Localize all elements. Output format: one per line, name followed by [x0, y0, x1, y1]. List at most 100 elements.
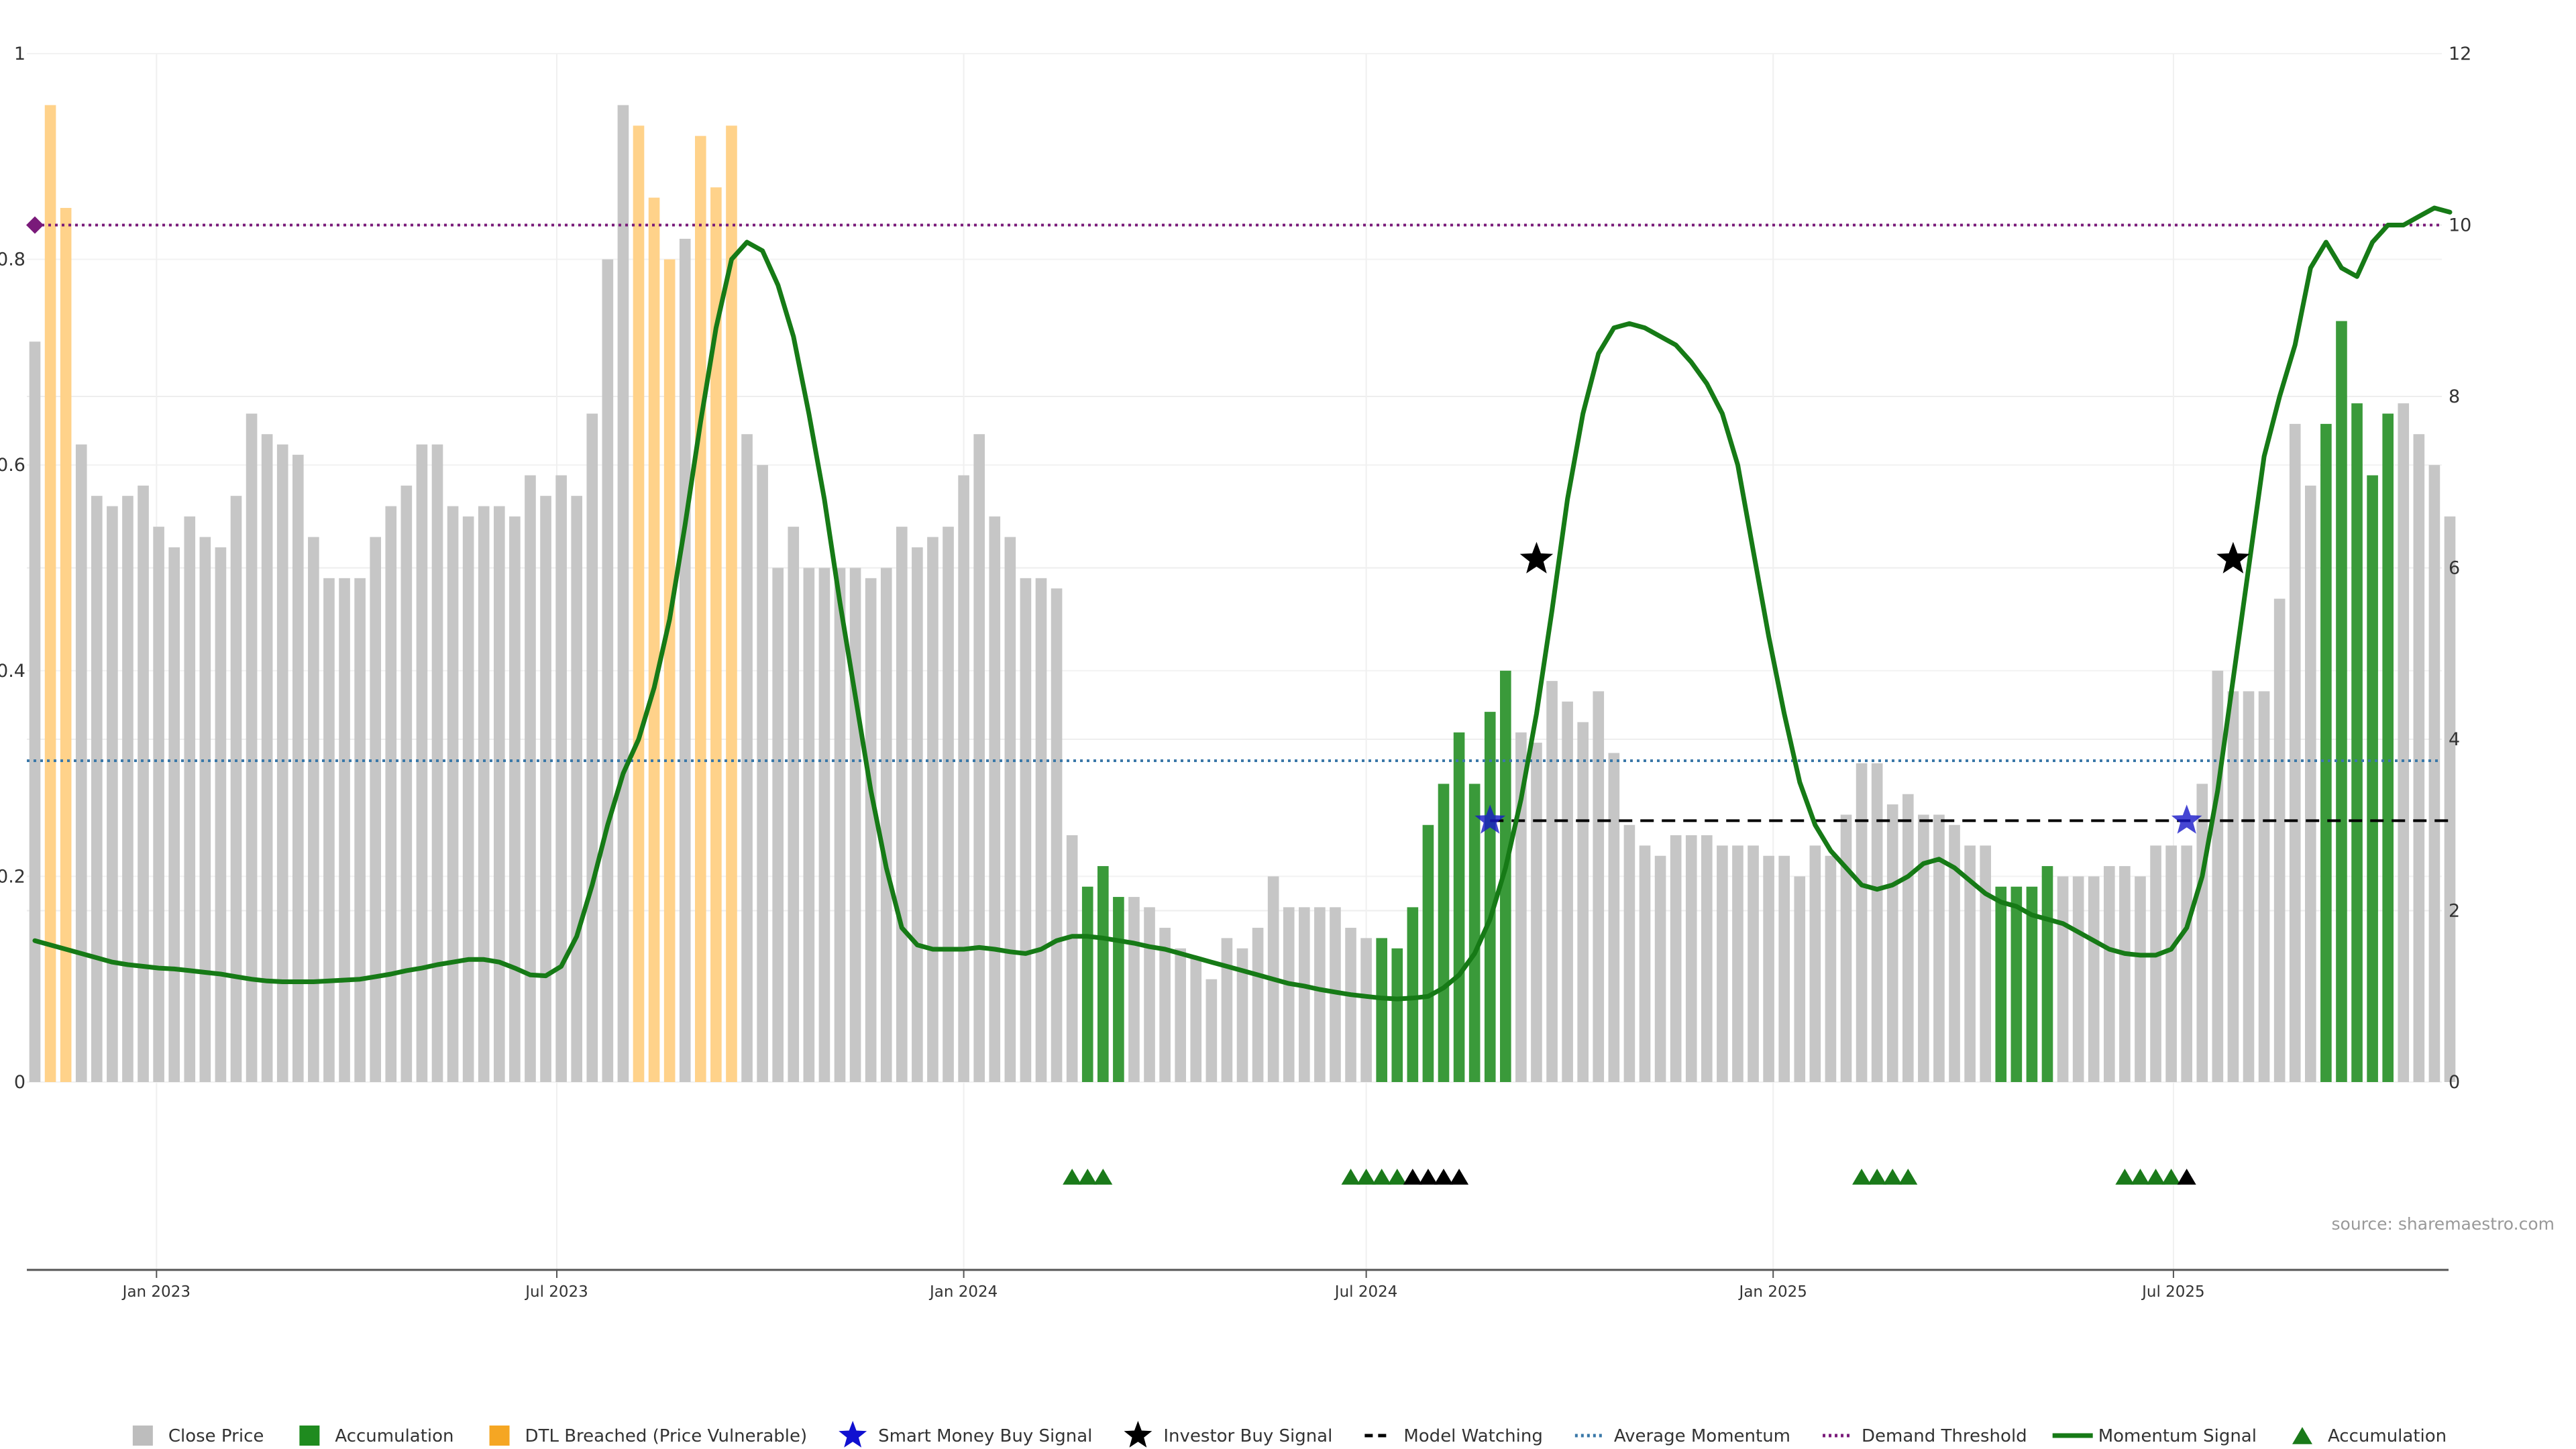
price-bar	[1995, 886, 2007, 1082]
price-bar	[1236, 948, 1248, 1082]
price-bar	[648, 197, 660, 1082]
price-bar	[695, 136, 706, 1082]
price-bar	[1468, 784, 1481, 1082]
price-bar	[989, 516, 1001, 1082]
price-bar	[1453, 732, 1465, 1082]
price-bar	[1113, 897, 1124, 1082]
price-bar	[772, 568, 784, 1082]
price-bar	[1004, 537, 1016, 1082]
price-bar	[834, 568, 846, 1082]
accumulation-triangle	[1403, 1169, 1422, 1185]
accumulation-triangle	[1450, 1169, 1469, 1185]
legend-label: DTL Breached (Price Vulnerable)	[525, 1426, 808, 1446]
price-bar	[400, 485, 413, 1082]
accumulation-triangle	[1418, 1169, 1438, 1185]
price-bar	[339, 578, 350, 1082]
price-bar	[633, 125, 645, 1082]
price-bar	[2305, 485, 2316, 1082]
signal-lines	[26, 205, 2453, 1002]
legend-label: Average Momentum	[1614, 1426, 1790, 1446]
legend-label: Accumulation	[335, 1426, 453, 1446]
price-bar	[1748, 845, 1759, 1082]
price-bar	[385, 506, 397, 1082]
price-bar	[447, 506, 459, 1082]
accumulation-triangle	[1387, 1169, 1407, 1185]
price-bar	[1484, 712, 1496, 1082]
accumulation-triangle	[1093, 1169, 1113, 1185]
price-bar	[1360, 938, 1372, 1082]
legend-swatch	[2292, 1427, 2312, 1444]
price-bar	[788, 527, 800, 1082]
x-tick-label: Jul 2024	[1334, 1283, 1398, 1301]
price-bar	[494, 506, 505, 1082]
right-tick-label: 10	[2449, 215, 2471, 236]
legend-swatch	[1124, 1421, 1152, 1448]
accumulation-triangle	[1356, 1169, 1376, 1185]
price-bar	[1562, 701, 1573, 1082]
price-bar	[478, 506, 490, 1082]
price-bar	[1886, 804, 1898, 1082]
price-bar	[509, 516, 521, 1082]
price-bar	[2041, 866, 2053, 1082]
legend-label: Accumulation	[2328, 1426, 2447, 1446]
price-bar	[354, 578, 366, 1082]
legend-label: Investor Buy Signal	[1163, 1426, 1332, 1446]
price-bar	[2336, 321, 2347, 1083]
price-bar	[153, 527, 164, 1082]
price-bar	[1670, 835, 1682, 1082]
legend-label: Smart Money Buy Signal	[878, 1426, 1092, 1446]
price-bar	[973, 434, 985, 1082]
price-bar	[849, 568, 861, 1082]
x-tick-label: Jan 2023	[121, 1283, 191, 1301]
price-bar	[2444, 516, 2456, 1082]
price-bar	[525, 475, 536, 1082]
price-bar	[1299, 907, 1310, 1082]
price-bar	[2104, 866, 2115, 1082]
price-bar	[215, 547, 227, 1082]
price-bars	[29, 105, 2456, 1083]
legend-swatch	[839, 1421, 867, 1448]
legend: Close Price Accumulation DTL Breached (Pri…	[132, 1421, 2447, 1448]
price-bar	[2289, 423, 2301, 1082]
price-bar	[958, 475, 969, 1082]
price-bar	[1422, 824, 1434, 1082]
legend-item: Demand Threshold	[1823, 1426, 2027, 1446]
price-bar	[1918, 814, 1929, 1082]
legend-label: Demand Threshold	[1862, 1426, 2027, 1446]
legend-item: DTL Breached (Price Vulnerable)	[489, 1426, 808, 1446]
price-bar	[1190, 959, 1202, 1082]
price-bar	[1825, 855, 1837, 1082]
price-bar	[1701, 835, 1713, 1082]
price-bar	[1438, 784, 1450, 1082]
price-bar	[1840, 814, 1852, 1082]
price-bar	[2367, 475, 2378, 1082]
price-bar	[2165, 845, 2177, 1082]
accumulation-triangle	[1883, 1169, 1902, 1185]
price-bar	[2273, 598, 2286, 1082]
accumulation-triangle	[1372, 1169, 1391, 1185]
price-bar	[602, 259, 614, 1083]
accumulation-triangle	[2115, 1169, 2135, 1185]
left-tick-label: 0.6	[0, 455, 25, 476]
price-bar	[1020, 578, 1032, 1082]
legend-swatch	[299, 1426, 320, 1446]
price-bar	[1175, 948, 1186, 1082]
legend-item: Average Momentum	[1574, 1426, 1790, 1446]
price-bar	[1051, 588, 1063, 1082]
price-bar	[75, 444, 87, 1082]
price-bar	[2119, 866, 2131, 1082]
left-tick-label: 1	[14, 44, 25, 64]
price-bar	[679, 238, 691, 1083]
price-bar	[1763, 855, 1774, 1082]
price-bar	[1097, 866, 1109, 1082]
left-tick-label: 0.4	[0, 661, 25, 682]
price-bar	[1205, 979, 1218, 1082]
price-bar	[2227, 691, 2239, 1082]
price-bar	[818, 568, 830, 1082]
price-bar	[199, 537, 211, 1082]
price-bar	[292, 454, 304, 1082]
signal-markers	[1063, 541, 2250, 1185]
price-bar	[168, 547, 180, 1082]
x-tick-label: Jul 2023	[524, 1283, 588, 1301]
price-bar	[1531, 743, 1542, 1082]
